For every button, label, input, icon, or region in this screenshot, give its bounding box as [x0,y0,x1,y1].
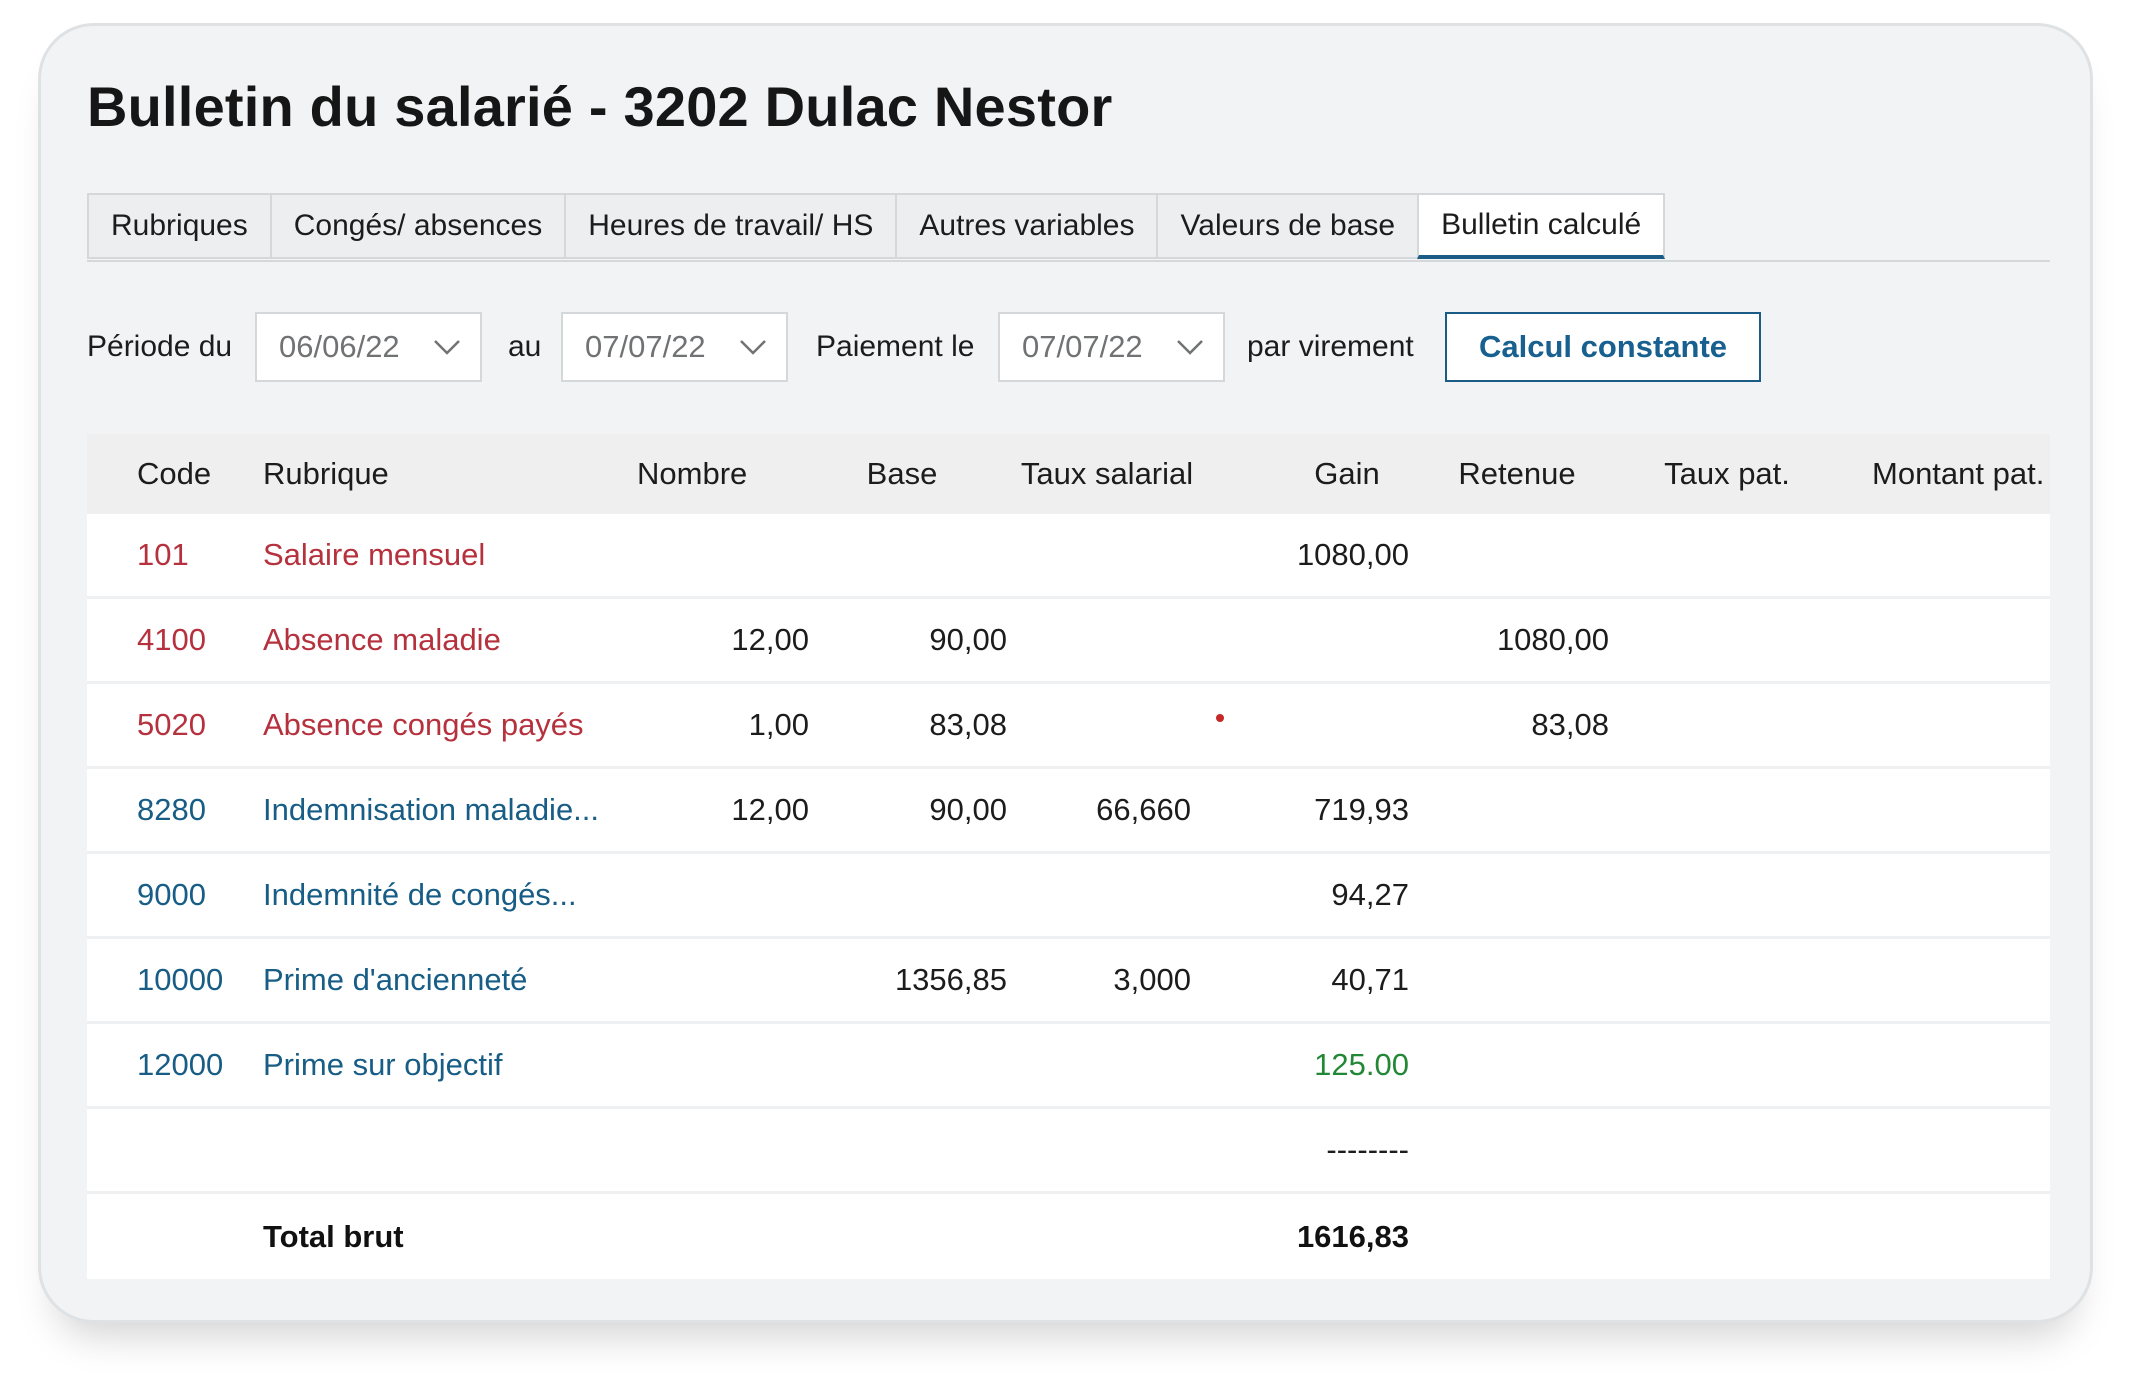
tab-valeurs-de-base[interactable]: Valeurs de base [1156,193,1418,259]
period-start-value: 06/06/22 [279,329,400,364]
table-row[interactable]: 101 Salaire mensuel 1080,00 [87,514,2050,599]
period-end-label: au [508,330,542,363]
row-code: 4100 [137,622,206,657]
payslip-table: Code Rubrique Nombre Base Taux salarial … [87,434,2050,1279]
page-title: Bulletin du salarié - 3202 Dulac Nestor [87,75,1113,138]
row-code: 5020 [137,707,206,742]
row-rubrique[interactable]: Indemnité de congés... [263,877,577,912]
table-row[interactable]: 10000 Prime d'ancienneté 1356,85 3,000 4… [87,939,2050,1024]
row-nombre: 12,00 [731,792,809,827]
gain-separator: -------- [1326,1132,1409,1167]
row-rubrique[interactable]: Absence congés payés [263,707,584,742]
chevron-down-icon [434,340,460,355]
row-retenue: 83,08 [1531,707,1609,742]
row-code: 10000 [137,962,224,997]
tab-bar: Rubriques Congés/ absences Heures de tra… [87,193,1666,259]
red-dot-icon [1216,714,1224,722]
row-code: 101 [137,537,189,572]
table-row[interactable]: 4100 Absence maladie 12,00 90,00 1080,00 [87,599,2050,684]
row-gain: 125.00 [1314,1047,1409,1082]
column-header-taux-pat[interactable]: Taux pat. [1664,456,1790,491]
row-retenue: 1080,00 [1496,622,1609,657]
chevron-down-icon [740,340,766,355]
total-value: 1616,83 [1296,1218,1409,1254]
row-base: 83,08 [929,707,1007,742]
row-gain: 1080,00 [1296,537,1409,572]
column-header-taux-salarial[interactable]: Taux salarial [1020,456,1194,491]
column-header-code[interactable]: Code [137,456,212,491]
row-gain: 719,93 [1314,792,1409,827]
row-code: 8280 [137,792,206,827]
row-code: 9000 [137,877,206,912]
column-header-base[interactable]: Base [866,456,938,491]
table-row[interactable]: 12000 Prime sur objectif 125.00 [87,1024,2050,1109]
column-header-nombre[interactable]: Nombre [637,456,748,491]
chevron-down-icon [1177,340,1203,355]
column-header-montant-pat[interactable]: Montant pat. [1872,456,2045,491]
column-header-rubrique[interactable]: Rubrique [263,456,389,491]
tab-rubriques[interactable]: Rubriques [87,193,270,259]
table-row[interactable]: 8280 Indemnisation maladie... 12,00 90,0… [87,769,2050,854]
row-code: 12000 [137,1047,224,1082]
tab-conges-absences[interactable]: Congés/ absences [269,193,565,259]
row-taux-salarial: 3,000 [1113,962,1191,997]
row-rubrique[interactable]: Absence maladie [263,622,501,657]
tab-autres-variables[interactable]: Autres variables [895,193,1157,259]
row-base: 1356,85 [894,962,1007,997]
column-header-gain[interactable]: Gain [1314,456,1380,491]
row-rubrique[interactable]: Prime d'ancienneté [263,962,528,997]
table-row[interactable]: 5020 Absence congés payés 1,00 83,08 83,… [87,684,2050,769]
period-start-label: Période du [87,330,233,363]
total-row: Total brut 1616,83 [87,1194,2050,1279]
payment-date-select[interactable]: 07/07/22 [998,312,1225,382]
row-nombre: 12,00 [731,622,809,657]
table-header: Code Rubrique Nombre Base Taux salarial … [87,434,2050,514]
row-nombre: 1,00 [748,707,809,742]
column-header-retenue[interactable]: Retenue [1458,456,1576,491]
period-end-value: 07/07/22 [585,329,706,364]
tab-heures-de-travail[interactable]: Heures de travail/ HS [564,193,896,259]
tab-divider [87,260,2050,262]
period-end-select[interactable]: 07/07/22 [561,312,788,382]
row-base: 90,00 [929,792,1007,827]
payment-date-label: Paiement le [816,330,975,363]
row-base: 90,00 [929,622,1007,657]
tab-bulletin-calcule[interactable]: Bulletin calculé [1417,193,1666,259]
row-rubrique[interactable]: Indemnisation maladie... [263,792,600,827]
table-row[interactable]: 9000 Indemnité de congés... 94,27 [87,854,2050,939]
period-start-select[interactable]: 06/06/22 [255,312,482,382]
row-rubrique[interactable]: Salaire mensuel [263,537,486,572]
total-label: Total brut [263,1218,404,1254]
row-rubrique[interactable]: Prime sur objectif [263,1047,503,1082]
row-taux-salarial: 66,660 [1096,792,1191,827]
payment-date-value: 07/07/22 [1022,329,1143,364]
calcul-constante-button[interactable]: Calcul constante [1445,312,1761,382]
separator-row: -------- [87,1109,2050,1194]
period-filters: Période du 06/06/22 au 07/07/22 Paiement… [87,312,2047,382]
payment-mode-label: par virement [1247,330,1414,363]
row-gain: 94,27 [1331,877,1409,912]
row-gain: 40,71 [1331,962,1409,997]
